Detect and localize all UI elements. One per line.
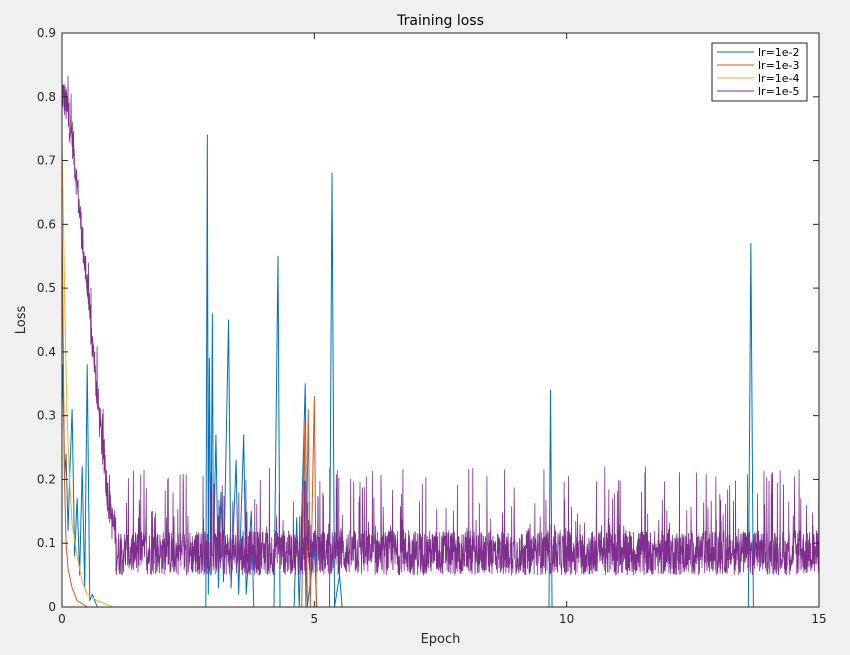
x-tick-label: 15: [811, 612, 826, 626]
y-tick-label: 0.8: [37, 90, 56, 104]
x-tick-label: 10: [559, 612, 574, 626]
y-tick-label: 0.2: [37, 472, 56, 486]
y-tick-label: 0: [48, 600, 56, 614]
series-line-1: [62, 211, 819, 607]
legend-label: lr=1e-2: [758, 46, 800, 59]
legend-label: lr=1e-5: [758, 85, 800, 98]
series-line-2: [62, 141, 819, 607]
y-tick-label: 0.9: [37, 26, 56, 40]
y-tick-label: 0.5: [37, 281, 56, 295]
x-axis-label: Epoch: [421, 632, 461, 647]
series-line-0: [62, 134, 819, 607]
y-tick-label: 0.4: [37, 345, 56, 359]
axes-layer: 0 5 10 15 0 0.1 0.2 0.3 0.4 0.5 0.6 0.7 0.8 0.9: [37, 26, 827, 626]
y-tick-label: 0.6: [37, 217, 56, 231]
y-tick-label: 0.1: [37, 536, 56, 550]
legend: lr=1e-2lr=1e-3lr=1e-4lr=1e-5: [711, 42, 808, 102]
x-tick-label: 0: [58, 612, 66, 626]
y-tick-label: 0.3: [37, 409, 56, 423]
x-tick-label: 5: [311, 612, 319, 626]
plot-frame: [61, 32, 820, 608]
legend-label: lr=1e-3: [758, 59, 800, 72]
legend-label: lr=1e-4: [758, 72, 800, 85]
series-layer: [62, 75, 819, 607]
plot-area: [62, 33, 819, 607]
chart-title: Training loss: [396, 13, 484, 29]
y-tick-label: 0.7: [37, 154, 56, 168]
y-axis-label: Loss: [14, 306, 29, 335]
series-group: [62, 75, 819, 607]
series-line-3: [62, 75, 819, 576]
